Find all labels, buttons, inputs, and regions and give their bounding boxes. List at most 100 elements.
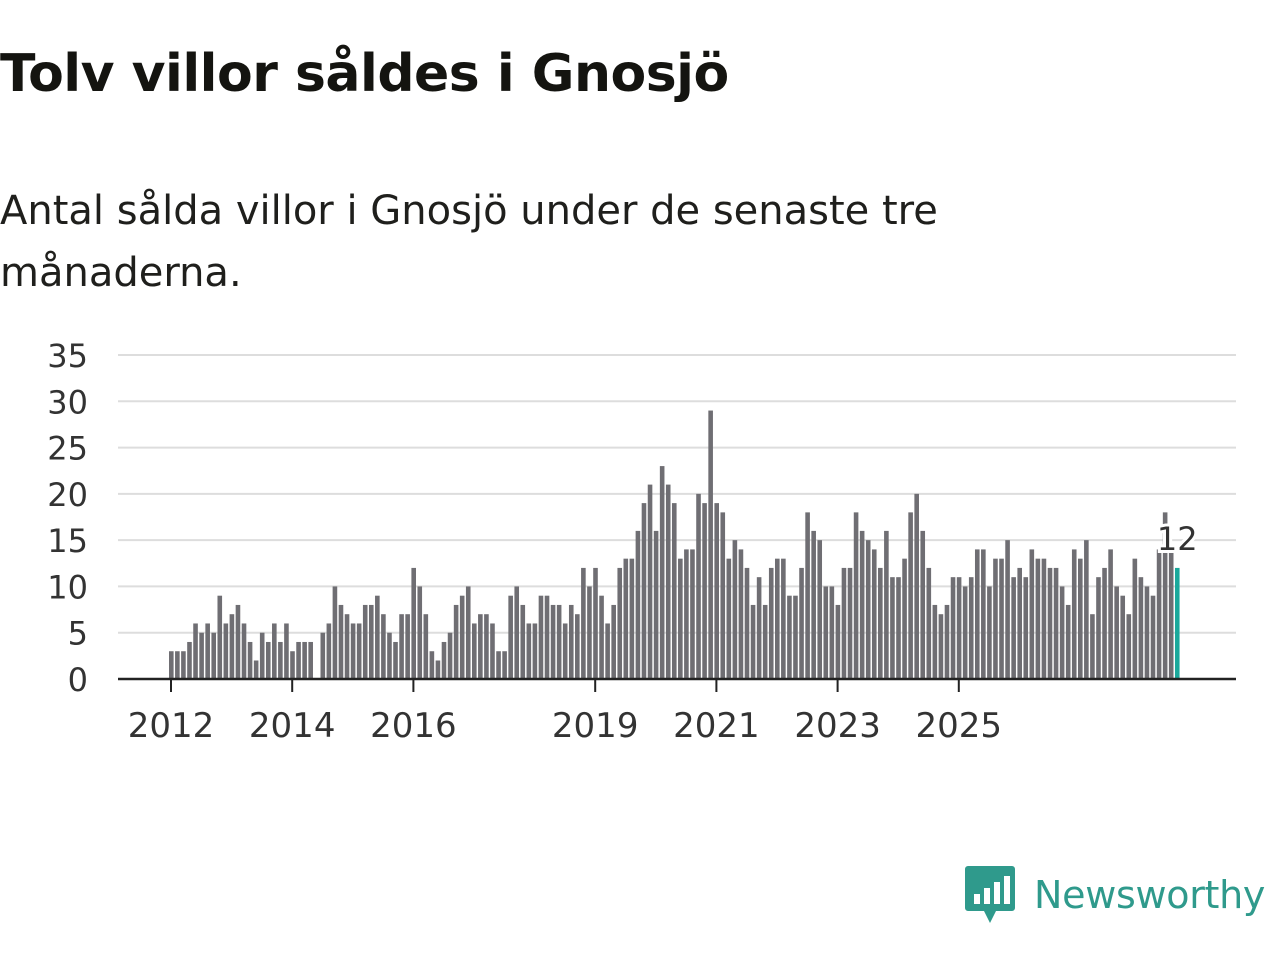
bar — [278, 641, 283, 679]
brand-name: Newsworthy — [1034, 873, 1266, 917]
bar — [399, 614, 404, 679]
y-axis-tick-labels: 0 5 10 15 20 25 30 35 — [47, 337, 88, 699]
bar — [1071, 549, 1077, 679]
bar — [635, 530, 641, 679]
bar — [750, 604, 756, 679]
bar — [526, 623, 532, 679]
bar — [1102, 567, 1107, 679]
bar — [744, 567, 750, 679]
bar — [605, 623, 610, 679]
bar — [465, 586, 471, 679]
bar — [756, 577, 762, 679]
bar — [1168, 549, 1174, 679]
bar — [671, 503, 677, 679]
bar — [775, 558, 780, 679]
bar — [987, 586, 992, 679]
bar — [441, 641, 447, 679]
bar — [235, 604, 241, 679]
bar — [284, 623, 289, 679]
bar — [1096, 577, 1101, 679]
y-tick-label: 10 — [47, 568, 88, 606]
bar — [708, 410, 713, 679]
bar — [429, 651, 435, 679]
bar — [871, 549, 877, 679]
bar — [326, 623, 332, 679]
bar — [1114, 586, 1119, 679]
bar — [817, 540, 823, 679]
bar — [1059, 586, 1065, 679]
y-tick-label: 25 — [47, 430, 88, 468]
bar — [811, 530, 816, 679]
bar — [920, 530, 926, 679]
chart-title: Tolv villor såldes i Gnosjö — [0, 44, 729, 104]
bar — [587, 586, 592, 679]
x-tick-label: 2019 — [552, 706, 639, 746]
bar — [241, 623, 247, 679]
bar — [926, 567, 932, 679]
bar — [453, 604, 459, 679]
bar — [459, 595, 465, 679]
bar — [787, 595, 792, 679]
bar — [350, 623, 356, 679]
bar — [211, 632, 217, 679]
bar — [1078, 558, 1083, 679]
bar — [829, 586, 835, 679]
bar — [362, 604, 368, 679]
bar — [665, 484, 671, 679]
bar — [678, 558, 683, 679]
bar — [890, 577, 895, 679]
bar — [659, 466, 665, 679]
highlight-annotation: 12 — [1154, 517, 1201, 561]
bar — [896, 577, 901, 679]
bar — [411, 567, 416, 679]
bar — [999, 558, 1004, 679]
bar — [865, 540, 871, 679]
bar — [344, 614, 350, 679]
bar — [472, 623, 477, 679]
bar — [841, 567, 847, 679]
bars — [169, 410, 1180, 679]
bar — [320, 632, 326, 679]
bar — [205, 623, 210, 679]
bar — [853, 512, 859, 679]
bar — [878, 567, 883, 679]
chart-subtitle: Antal sålda villor i Gnosjö under de sen… — [0, 188, 938, 296]
bar — [1041, 558, 1047, 679]
bar — [690, 549, 695, 679]
y-tick-label: 5 — [68, 615, 88, 653]
bar — [1023, 577, 1029, 679]
bar — [381, 614, 386, 679]
y-tick-label: 30 — [47, 383, 88, 421]
newsworthy-logo-icon — [965, 866, 1015, 923]
bar — [550, 604, 556, 679]
bar — [974, 549, 980, 679]
bar — [732, 540, 738, 679]
bar — [993, 558, 998, 679]
bar — [823, 586, 829, 679]
bar — [368, 604, 374, 679]
bar — [490, 623, 495, 679]
bar — [508, 595, 513, 679]
bar — [968, 577, 974, 679]
bar — [1138, 577, 1144, 679]
bar — [556, 604, 562, 679]
y-tick-label: 20 — [47, 476, 88, 514]
bar — [447, 632, 453, 679]
bar — [223, 623, 229, 679]
bar — [768, 567, 774, 679]
bar — [296, 641, 301, 679]
bar — [568, 604, 574, 679]
bar — [726, 558, 732, 679]
bar — [405, 614, 410, 679]
bar — [641, 503, 647, 679]
bar — [290, 651, 295, 679]
bar — [247, 641, 253, 679]
bar — [1108, 549, 1113, 679]
bar — [696, 493, 701, 679]
bar — [623, 558, 629, 679]
bar — [859, 530, 865, 679]
x-tick-label: 2025 — [916, 706, 1003, 746]
bar — [375, 595, 380, 679]
y-tick-label: 15 — [47, 522, 88, 560]
bar — [932, 604, 938, 679]
